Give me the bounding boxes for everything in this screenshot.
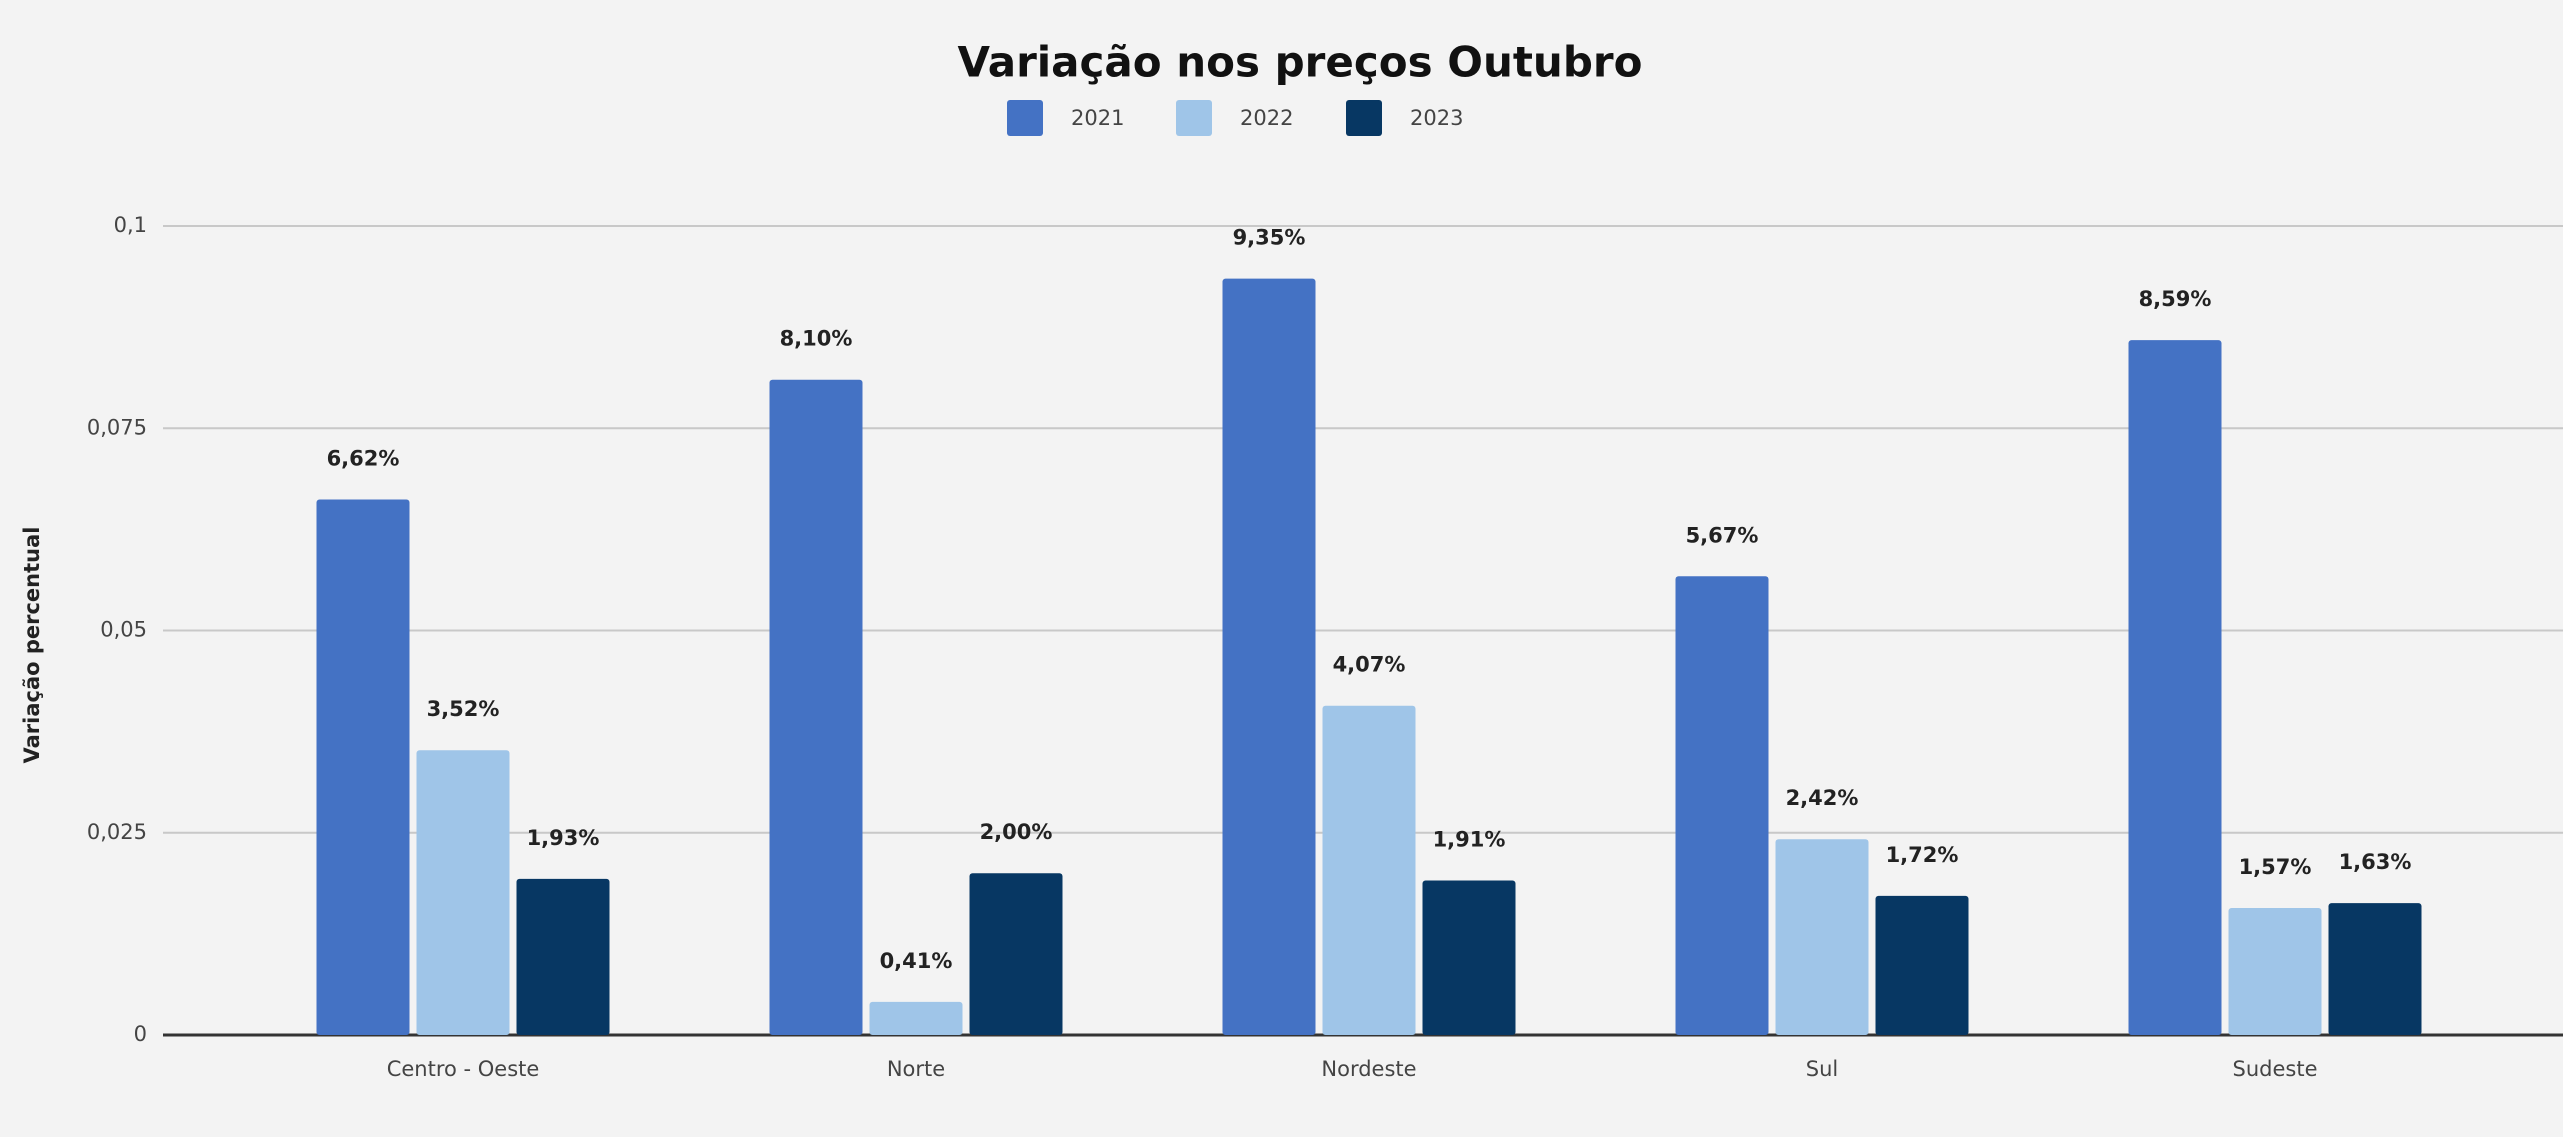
y-tick-label: 0,05 [100,618,147,642]
data-label: 2,00% [980,820,1053,844]
data-label: 1,72% [1886,843,1959,867]
y-tick-label: 0,025 [87,820,147,844]
x-tick-label: Sudeste [2233,1057,2318,1081]
x-tick-label: Norte [887,1057,945,1081]
bar [1322,705,1416,1035]
bar [316,499,410,1035]
y-axis-label: Variação percentual [20,527,44,764]
legend-label: 2023 [1410,106,1463,130]
legend-swatch [1346,100,1382,136]
data-label: 1,93% [527,826,600,850]
x-tick-label: Sul [1806,1057,1838,1081]
data-label: 1,63% [2339,850,2412,874]
bar [2228,907,2322,1035]
y-tick-label: 0 [134,1022,147,1046]
data-label: 8,10% [780,327,853,351]
bar [416,750,510,1035]
legend-label: 2022 [1240,106,1293,130]
data-label: 5,67% [1686,523,1759,547]
data-label: 2,42% [1786,786,1859,810]
y-tick-label: 0,075 [87,415,147,439]
legend-swatch [1176,100,1212,136]
data-label: 6,62% [327,446,400,470]
data-label: 9,35% [1233,226,1306,250]
bar [1222,278,1316,1036]
data-label: 0,41% [880,949,953,973]
bar [969,873,1063,1035]
data-label: 8,59% [2139,287,2212,311]
bar [2328,903,2422,1035]
data-label: 3,52% [427,697,500,721]
y-tick-label: 0,1 [114,213,147,237]
chart-title: Variação nos preços Outubro [958,38,1643,87]
x-tick-label: Centro - Oeste [387,1057,540,1081]
bar [769,379,863,1036]
data-label: 4,07% [1333,653,1406,677]
bar [2128,340,2222,1036]
bar [516,878,610,1035]
legend-label: 2021 [1071,106,1124,130]
bar [1422,880,1516,1035]
bar [1775,839,1869,1035]
data-label: 1,91% [1433,827,1506,851]
data-label: 1,57% [2239,855,2312,879]
bar [1675,576,1769,1035]
legend-swatch [1007,100,1043,136]
bar [869,1001,963,1035]
x-tick-label: Nordeste [1321,1057,1416,1081]
bar [1875,895,1969,1035]
